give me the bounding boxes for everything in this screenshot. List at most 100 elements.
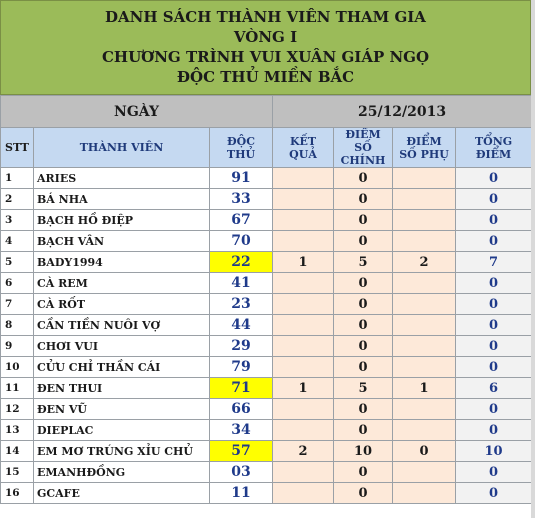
cell-diem-phu[interactable] xyxy=(392,335,457,357)
cell-stt[interactable]: 11 xyxy=(0,377,34,399)
cell-diem-phu[interactable] xyxy=(392,167,457,189)
cell-ket-qua[interactable]: 2 xyxy=(272,440,335,462)
cell-doc-thu[interactable]: 67 xyxy=(208,209,274,231)
cell-diem-chinh[interactable]: 0 xyxy=(333,188,394,210)
cell-ket-qua[interactable] xyxy=(272,188,335,210)
cell-diem-chinh[interactable]: 0 xyxy=(333,293,394,315)
cell-member-name[interactable]: BẠCH VÂN xyxy=(33,230,210,252)
cell-doc-thu[interactable]: 33 xyxy=(208,188,274,210)
cell-ket-qua[interactable] xyxy=(272,314,335,336)
cell-diem-phu[interactable] xyxy=(392,482,457,504)
cell-stt[interactable]: 7 xyxy=(0,293,34,315)
cell-member-name[interactable]: DIEPLAC xyxy=(33,419,210,441)
cell-doc-thu[interactable]: 91 xyxy=(208,167,274,189)
header-stt[interactable]: STT xyxy=(0,127,34,168)
cell-tong-diem[interactable]: 0 xyxy=(455,461,533,483)
cell-stt[interactable]: 5 xyxy=(0,251,34,273)
cell-doc-thu[interactable]: 79 xyxy=(208,356,274,378)
cell-doc-thu[interactable]: 34 xyxy=(208,419,274,441)
cell-diem-phu[interactable] xyxy=(392,209,457,231)
cell-ket-qua[interactable] xyxy=(272,335,335,357)
cell-ket-qua[interactable] xyxy=(272,482,335,504)
cell-diem-phu[interactable] xyxy=(392,272,457,294)
cell-diem-chinh[interactable]: 5 xyxy=(333,377,394,399)
cell-ket-qua[interactable] xyxy=(272,461,335,483)
cell-tong-diem[interactable]: 0 xyxy=(455,188,533,210)
cell-tong-diem[interactable]: 0 xyxy=(455,356,533,378)
cell-tong-diem[interactable]: 0 xyxy=(455,272,533,294)
cell-diem-phu[interactable] xyxy=(392,356,457,378)
cell-member-name[interactable]: CÀ REM xyxy=(33,272,210,294)
cell-tong-diem[interactable]: 0 xyxy=(455,314,533,336)
cell-doc-thu[interactable]: 11 xyxy=(208,482,274,504)
cell-stt[interactable]: 3 xyxy=(0,209,34,231)
cell-member-name[interactable]: EM MƠ TRÚNG XỈU CHỦ xyxy=(33,440,210,462)
cell-tong-diem[interactable]: 0 xyxy=(455,335,533,357)
cell-tong-diem[interactable]: 10 xyxy=(455,440,533,462)
cell-doc-thu[interactable]: 70 xyxy=(208,230,274,252)
cell-diem-phu[interactable]: 2 xyxy=(392,251,457,273)
cell-ket-qua[interactable] xyxy=(272,167,335,189)
cell-stt[interactable]: 8 xyxy=(0,314,34,336)
cell-stt[interactable]: 1 xyxy=(0,167,34,189)
cell-diem-chinh[interactable]: 0 xyxy=(333,356,394,378)
cell-diem-phu[interactable]: 0 xyxy=(392,440,457,462)
cell-ket-qua[interactable]: 1 xyxy=(272,377,335,399)
cell-diem-chinh[interactable]: 0 xyxy=(333,167,394,189)
cell-diem-chinh[interactable]: 5 xyxy=(333,251,394,273)
date-value-cell[interactable]: 25/12/2013 xyxy=(272,95,533,128)
cell-diem-chinh[interactable]: 0 xyxy=(333,272,394,294)
cell-doc-thu[interactable]: 22 xyxy=(208,251,274,273)
cell-member-name[interactable]: CÀ RỐT xyxy=(33,293,210,315)
cell-stt[interactable]: 15 xyxy=(0,461,34,483)
header-tong-diem[interactable]: TỔNG ĐIỂM xyxy=(455,127,533,168)
cell-member-name[interactable]: ĐEN VŨ xyxy=(33,398,210,420)
cell-diem-phu[interactable] xyxy=(392,188,457,210)
cell-ket-qua[interactable] xyxy=(272,209,335,231)
cell-tong-diem[interactable]: 6 xyxy=(455,377,533,399)
cell-ket-qua[interactable] xyxy=(272,419,335,441)
cell-member-name[interactable]: ĐEN THUI xyxy=(33,377,210,399)
cell-member-name[interactable]: BÁ NHA xyxy=(33,188,210,210)
cell-diem-phu[interactable] xyxy=(392,293,457,315)
header-diem-chinh[interactable]: ĐIỂM SỐ CHÍNH xyxy=(333,127,394,168)
cell-stt[interactable]: 2 xyxy=(0,188,34,210)
cell-stt[interactable]: 10 xyxy=(0,356,34,378)
cell-diem-chinh[interactable]: 0 xyxy=(333,335,394,357)
cell-member-name[interactable]: BẠCH HỒ ĐIỆP xyxy=(33,209,210,231)
cell-stt[interactable]: 12 xyxy=(0,398,34,420)
cell-stt[interactable]: 14 xyxy=(0,440,34,462)
header-ket-qua[interactable]: KẾT QUẢ xyxy=(272,127,335,168)
cell-member-name[interactable]: BADY1994 xyxy=(33,251,210,273)
cell-doc-thu[interactable]: 71 xyxy=(208,377,274,399)
cell-diem-chinh[interactable]: 0 xyxy=(333,398,394,420)
cell-diem-phu[interactable] xyxy=(392,230,457,252)
cell-stt[interactable]: 6 xyxy=(0,272,34,294)
header-name[interactable]: THÀNH VIÊN xyxy=(33,127,210,168)
cell-member-name[interactable]: GCAFE xyxy=(33,482,210,504)
cell-doc-thu[interactable]: 44 xyxy=(208,314,274,336)
date-label-cell[interactable]: NGÀY xyxy=(0,95,274,128)
header-doc-thu[interactable]: ĐỘC THỦ xyxy=(208,127,274,168)
cell-doc-thu[interactable]: 66 xyxy=(208,398,274,420)
cell-ket-qua[interactable] xyxy=(272,356,335,378)
cell-diem-phu[interactable] xyxy=(392,461,457,483)
cell-diem-chinh[interactable]: 0 xyxy=(333,482,394,504)
cell-diem-phu[interactable] xyxy=(392,314,457,336)
cell-stt[interactable]: 13 xyxy=(0,419,34,441)
cell-tong-diem[interactable]: 0 xyxy=(455,209,533,231)
cell-ket-qua[interactable] xyxy=(272,230,335,252)
cell-member-name[interactable]: CỬU CHỈ THẦN CÁI xyxy=(33,356,210,378)
cell-stt[interactable]: 4 xyxy=(0,230,34,252)
cell-diem-phu[interactable]: 1 xyxy=(392,377,457,399)
cell-tong-diem[interactable]: 0 xyxy=(455,398,533,420)
title-block[interactable]: DANH SÁCH THÀNH VIÊN THAM GIA VÒNG I CHƯ… xyxy=(0,0,531,95)
header-diem-phu[interactable]: ĐIỂM SỐ PHỤ xyxy=(392,127,457,168)
cell-tong-diem[interactable]: 0 xyxy=(455,482,533,504)
cell-doc-thu[interactable]: 03 xyxy=(208,461,274,483)
cell-tong-diem[interactable]: 0 xyxy=(455,167,533,189)
cell-doc-thu[interactable]: 23 xyxy=(208,293,274,315)
cell-stt[interactable]: 9 xyxy=(0,335,34,357)
cell-diem-phu[interactable] xyxy=(392,398,457,420)
cell-diem-phu[interactable] xyxy=(392,419,457,441)
